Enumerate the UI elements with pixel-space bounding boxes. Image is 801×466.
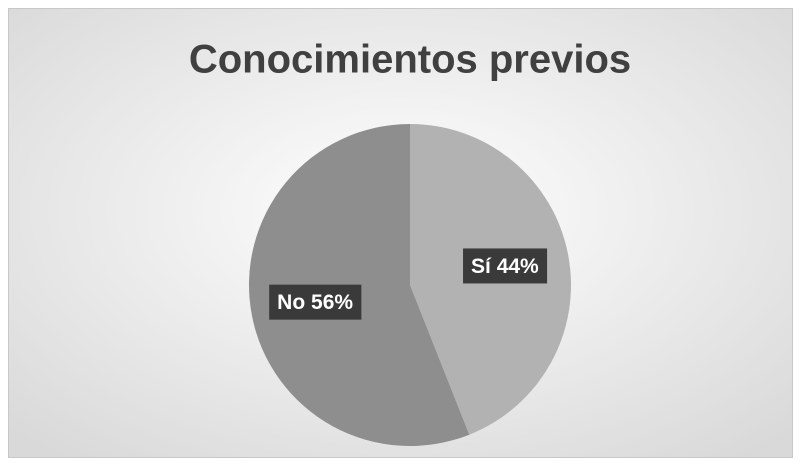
data-label-text: No 56%: [277, 291, 353, 314]
data-label-text: Sí 44%: [471, 254, 539, 277]
data-label: No 56%: [269, 284, 362, 320]
data-label-value: 56%: [311, 291, 353, 314]
data-label: Sí 44%: [463, 248, 548, 284]
data-label-box: [269, 284, 362, 320]
data-label-box: [463, 248, 548, 284]
chart-title: Conocimientos previos: [189, 38, 631, 82]
data-label-value: 44%: [497, 254, 539, 277]
data-label-category: Sí: [471, 254, 492, 277]
data-label-category: No: [277, 291, 305, 314]
